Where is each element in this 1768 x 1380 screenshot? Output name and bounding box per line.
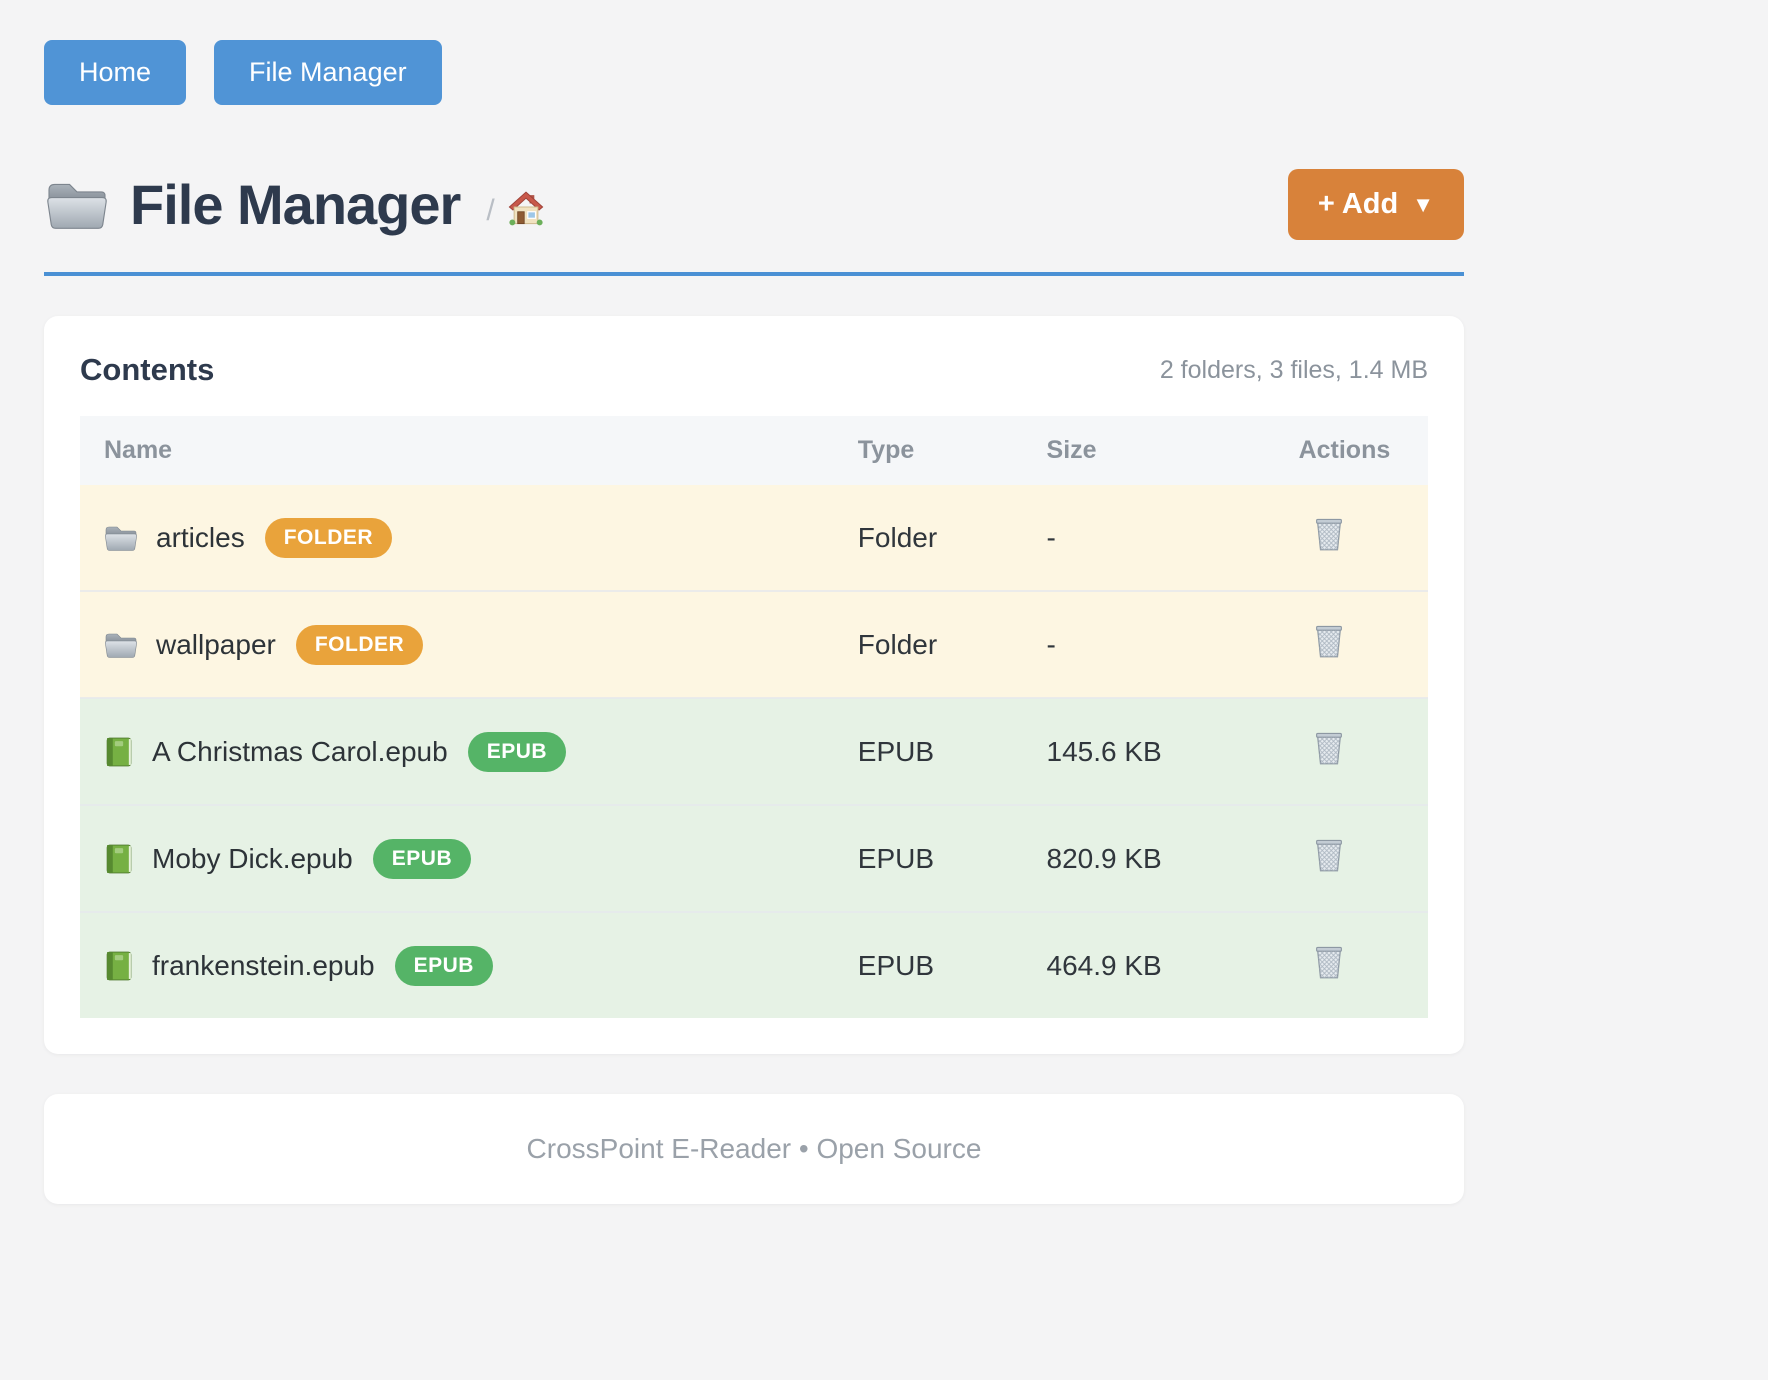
item-type: EPUB	[857, 804, 1047, 912]
folder-icon	[105, 526, 137, 551]
item-type: Folder	[857, 590, 1047, 698]
delete-button[interactable]	[1313, 944, 1345, 980]
breadcrumb: /	[486, 182, 544, 228]
item-name[interactable]: Moby Dick.epub	[152, 842, 353, 874]
trash-icon	[1315, 732, 1342, 765]
breadcrumb-separator: /	[486, 193, 495, 227]
folder-icon	[47, 183, 107, 229]
folder-icon	[105, 633, 137, 658]
column-header-size: Size	[1046, 416, 1299, 485]
contents-summary: 2 folders, 3 files, 1.4 MB	[1159, 355, 1428, 384]
page-header: File Manager / + Add ▼	[44, 169, 1464, 240]
page-title: File Manager	[130, 173, 461, 236]
trash-icon	[1315, 518, 1342, 551]
table-row[interactable]: articles FOLDER Folder -	[80, 485, 1428, 591]
book-icon	[106, 737, 132, 766]
epub-badge: EPUB	[467, 731, 567, 772]
item-size: -	[1046, 521, 1056, 553]
epub-badge: EPUB	[372, 838, 472, 879]
item-size: 145.6 KB	[1046, 697, 1299, 805]
page-container: Home File Manager File Manager / + Add ▼…	[44, 0, 1464, 1204]
item-name[interactable]: frankenstein.epub	[152, 949, 375, 981]
title-group: File Manager /	[44, 172, 545, 237]
chevron-down-icon: ▼	[1412, 191, 1434, 217]
top-nav: Home File Manager	[44, 40, 1464, 105]
trash-icon	[1315, 946, 1342, 979]
item-type: Folder	[857, 521, 938, 553]
item-size: 464.9 KB	[1046, 911, 1299, 1018]
trash-icon	[1315, 625, 1342, 658]
footer: CrossPoint E-Reader • Open Source	[44, 1094, 1464, 1204]
delete-button[interactable]	[1313, 516, 1345, 552]
header-divider	[44, 272, 1464, 276]
table-row[interactable]: A Christmas Carol.epub EPUB EPUB 145.6 K…	[80, 697, 1428, 805]
folder-badge: FOLDER	[264, 517, 393, 558]
item-type: EPUB	[857, 697, 1047, 805]
item-name[interactable]: articles	[156, 521, 245, 553]
item-name[interactable]: A Christmas Carol.epub	[152, 735, 448, 767]
item-size: 820.9 KB	[1046, 804, 1299, 912]
contents-card: Contents 2 folders, 3 files, 1.4 MB Name…	[44, 316, 1464, 1054]
contents-heading: Contents	[80, 352, 215, 387]
footer-text: CrossPoint E-Reader • Open Source	[526, 1133, 982, 1164]
column-header-name: Name	[80, 416, 858, 485]
epub-badge: EPUB	[394, 945, 493, 986]
delete-button[interactable]	[1313, 623, 1345, 659]
item-size: -	[1046, 590, 1299, 698]
trash-icon	[1315, 839, 1342, 872]
table-row[interactable]: Moby Dick.epub EPUB EPUB 820.9 KB	[80, 804, 1428, 912]
folder-badge: FOLDER	[295, 624, 424, 665]
nav-home-button[interactable]: Home	[44, 40, 187, 105]
delete-button[interactable]	[1313, 837, 1345, 873]
book-icon	[106, 844, 132, 873]
column-header-type: Type	[857, 416, 1047, 485]
table-row[interactable]: frankenstein.epub EPUB EPUB 464.9 KB	[80, 911, 1428, 1018]
item-name[interactable]: wallpaper	[156, 628, 276, 660]
delete-button[interactable]	[1313, 730, 1345, 766]
nav-file-manager-button[interactable]: File Manager	[214, 40, 442, 105]
home-icon[interactable]	[507, 188, 545, 226]
item-type: EPUB	[857, 911, 1047, 1018]
table-row[interactable]: wallpaper FOLDER Folder -	[80, 590, 1428, 698]
add-button[interactable]: + Add ▼	[1287, 169, 1464, 240]
file-table: Name Type Size Actions articles FOLDER F…	[80, 416, 1428, 1018]
add-button-label: + Add	[1317, 188, 1399, 220]
column-header-actions: Actions	[1298, 416, 1428, 485]
contents-card-header: Contents 2 folders, 3 files, 1.4 MB	[80, 352, 1428, 388]
table-header-row: Name Type Size Actions	[80, 416, 1428, 485]
book-icon	[106, 951, 132, 980]
